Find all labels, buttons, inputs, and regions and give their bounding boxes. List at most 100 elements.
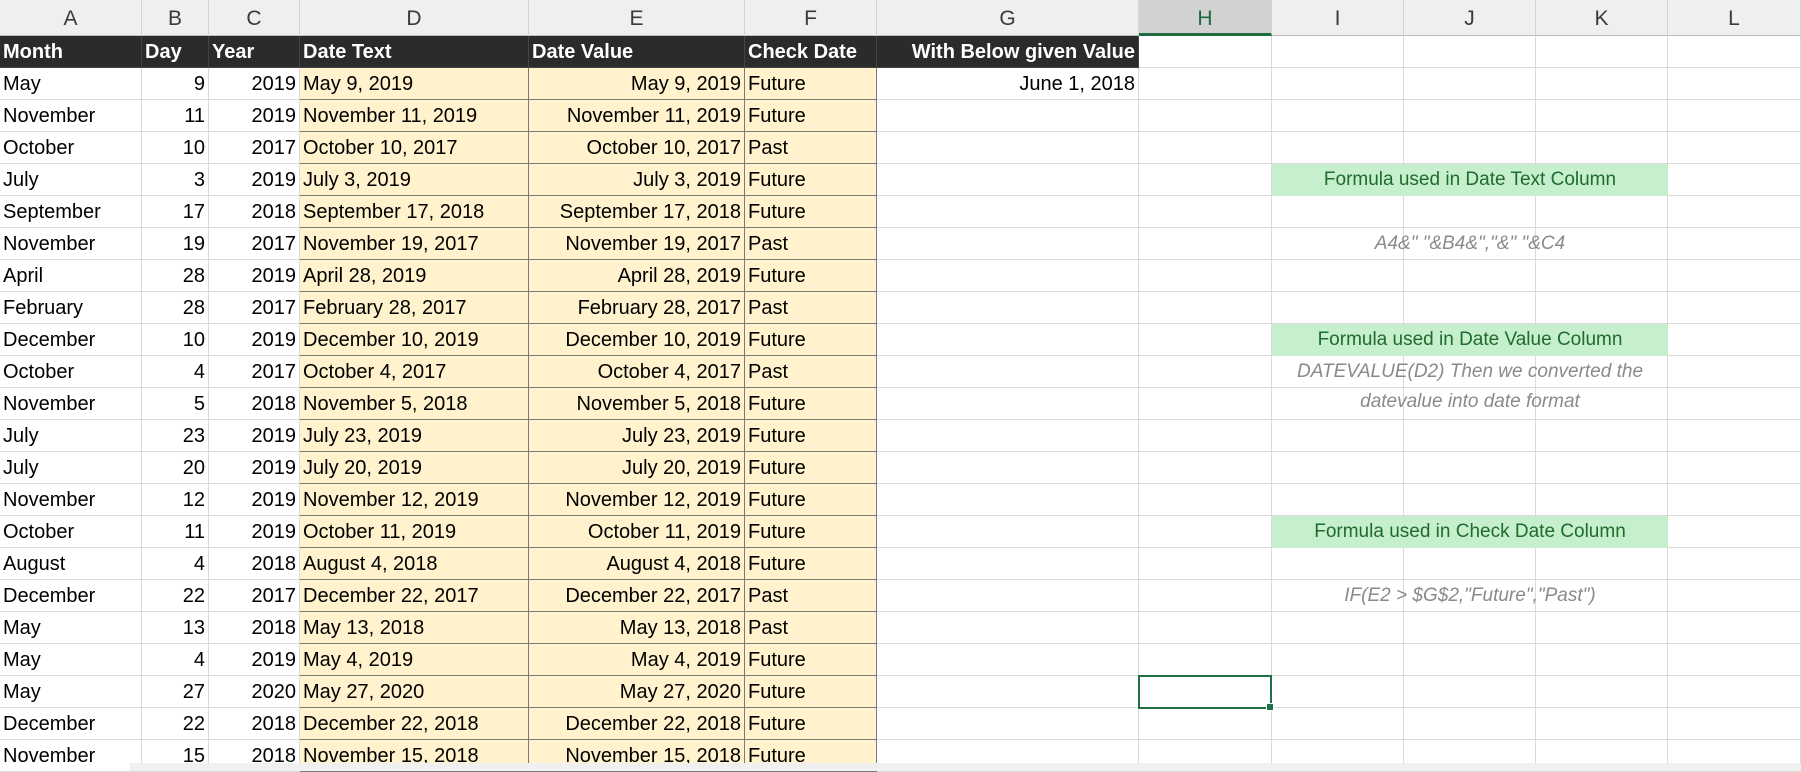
grid-cell[interactable] <box>877 324 1139 356</box>
cell-month[interactable]: December <box>0 324 142 356</box>
cell-month[interactable]: July <box>0 452 142 484</box>
grid-cell[interactable] <box>1668 100 1801 132</box>
cell-month[interactable]: May <box>0 68 142 100</box>
grid-cell[interactable] <box>1272 196 1404 228</box>
grid-cell[interactable] <box>1139 292 1272 324</box>
grid-cell[interactable] <box>1536 36 1668 68</box>
cell-day[interactable]: 4 <box>142 644 209 676</box>
cell-date-value[interactable]: September 17, 2018 <box>529 196 745 228</box>
grid-cell[interactable] <box>1536 644 1668 676</box>
grid-cell[interactable] <box>877 196 1139 228</box>
grid-cell[interactable] <box>877 612 1139 644</box>
cell-day[interactable]: 10 <box>142 132 209 164</box>
grid-cell[interactable] <box>1536 548 1668 580</box>
cell-date-value[interactable]: December 22, 2018 <box>529 708 745 740</box>
cell-date-value[interactable]: October 11, 2019 <box>529 516 745 548</box>
cell-year[interactable]: 2019 <box>209 100 300 132</box>
horizontal-scrollbar[interactable] <box>130 763 1801 771</box>
cell-check[interactable]: Past <box>745 228 877 260</box>
grid-cell[interactable] <box>1272 676 1404 708</box>
cell-check[interactable]: Past <box>745 132 877 164</box>
cell-date-value[interactable]: December 22, 2017 <box>529 580 745 612</box>
grid-cell[interactable] <box>1668 132 1801 164</box>
grid-cell[interactable] <box>1139 548 1272 580</box>
cell-date-value[interactable]: February 28, 2017 <box>529 292 745 324</box>
cell-date-text[interactable]: July 23, 2019 <box>300 420 529 452</box>
cell-check[interactable]: Future <box>745 388 877 420</box>
grid-cell[interactable] <box>1404 292 1536 324</box>
cell-month[interactable]: July <box>0 420 142 452</box>
cell-month[interactable]: December <box>0 708 142 740</box>
grid-cell[interactable] <box>1668 388 1801 420</box>
cell-date-text[interactable]: November 5, 2018 <box>300 388 529 420</box>
cell-check[interactable]: Future <box>745 164 877 196</box>
cell-month[interactable]: November <box>0 100 142 132</box>
grid-cell[interactable] <box>1272 452 1404 484</box>
cell-date-text[interactable]: July 3, 2019 <box>300 164 529 196</box>
cell-year[interactable]: 2017 <box>209 356 300 388</box>
grid-cell[interactable] <box>1668 420 1801 452</box>
cell-date-value[interactable]: August 4, 2018 <box>529 548 745 580</box>
grid-cell[interactable] <box>1139 420 1272 452</box>
cell-year[interactable]: 2018 <box>209 196 300 228</box>
cell-check[interactable]: Future <box>745 68 877 100</box>
grid-cell[interactable] <box>877 452 1139 484</box>
grid-cell[interactable] <box>1404 548 1536 580</box>
grid-cell[interactable] <box>1139 260 1272 292</box>
cell-month[interactable]: October <box>0 356 142 388</box>
grid-cell[interactable] <box>1404 132 1536 164</box>
grid-cell[interactable] <box>1404 196 1536 228</box>
grid-cell[interactable] <box>1668 452 1801 484</box>
cell-check[interactable]: Past <box>745 580 877 612</box>
grid-cell[interactable] <box>1272 484 1404 516</box>
cell-check[interactable]: Past <box>745 356 877 388</box>
grid-cell[interactable] <box>1668 612 1801 644</box>
cell-date-value[interactable]: April 28, 2019 <box>529 260 745 292</box>
header-with-below[interactable]: With Below given Value <box>877 36 1139 68</box>
column-header-a[interactable]: A <box>0 0 142 36</box>
cell-date-value[interactable]: November 12, 2019 <box>529 484 745 516</box>
grid-cell[interactable] <box>1536 676 1668 708</box>
cell-day[interactable]: 22 <box>142 708 209 740</box>
grid-cell[interactable] <box>1536 580 1668 612</box>
grid-cell[interactable] <box>1272 260 1404 292</box>
grid-cell[interactable] <box>877 164 1139 196</box>
cell-day[interactable]: 12 <box>142 484 209 516</box>
grid-cell[interactable] <box>1668 228 1801 260</box>
cell-check[interactable]: Future <box>745 548 877 580</box>
grid-cell[interactable] <box>877 548 1139 580</box>
grid-cell[interactable] <box>1668 644 1801 676</box>
cell-date-text[interactable]: August 4, 2018 <box>300 548 529 580</box>
grid-cell[interactable] <box>1668 484 1801 516</box>
cell-date-value[interactable]: October 4, 2017 <box>529 356 745 388</box>
cell-date-text[interactable]: November 11, 2019 <box>300 100 529 132</box>
grid-cell[interactable] <box>877 644 1139 676</box>
grid-cell[interactable] <box>1668 260 1801 292</box>
grid-cell[interactable] <box>1404 644 1536 676</box>
cell-day[interactable]: 19 <box>142 228 209 260</box>
grid-cell[interactable] <box>1272 228 1404 260</box>
grid-cell[interactable] <box>877 388 1139 420</box>
header-day[interactable]: Day <box>142 36 209 68</box>
cell-date-text[interactable]: September 17, 2018 <box>300 196 529 228</box>
grid-cell[interactable] <box>877 100 1139 132</box>
grid-cell[interactable] <box>1536 484 1668 516</box>
grid-cell[interactable] <box>1139 452 1272 484</box>
cell-month[interactable]: July <box>0 164 142 196</box>
cell-date-value[interactable]: October 10, 2017 <box>529 132 745 164</box>
cell-year[interactable]: 2019 <box>209 452 300 484</box>
cell-date-text[interactable]: December 10, 2019 <box>300 324 529 356</box>
grid-cell[interactable] <box>877 708 1139 740</box>
cell-check[interactable]: Future <box>745 100 877 132</box>
cell-date-text[interactable]: May 27, 2020 <box>300 676 529 708</box>
grid-cell[interactable] <box>1404 68 1536 100</box>
cell-month[interactable]: May <box>0 612 142 644</box>
grid-cell[interactable] <box>1139 388 1272 420</box>
cell-check[interactable]: Future <box>745 452 877 484</box>
cell-month[interactable]: November <box>0 388 142 420</box>
cell-check[interactable]: Future <box>745 644 877 676</box>
grid-cell[interactable] <box>1404 484 1536 516</box>
grid-cell[interactable] <box>877 676 1139 708</box>
cell-year[interactable]: 2017 <box>209 228 300 260</box>
cell-day[interactable]: 11 <box>142 100 209 132</box>
